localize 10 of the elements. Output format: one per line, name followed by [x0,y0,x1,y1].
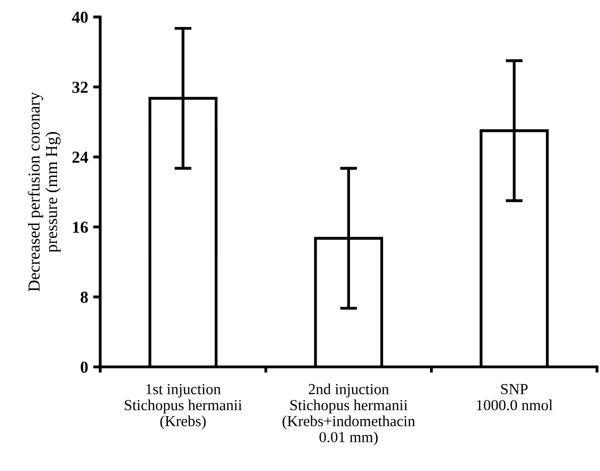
x-tick-label: SNP 1000.0 nmol [476,384,553,410]
y-tick-label: 8 [80,292,88,303]
y-tick-label: 40 [72,12,88,23]
y-tick-label: 24 [72,152,88,163]
x-tick-label: 2nd injuction Stichopus hermanii (Krebs+indomethacin 0.01 mm) [282,384,416,446]
x-tick-label: 1st injuction Stichopus hermanii (Krebs) [124,384,242,430]
y-tick-label: 16 [73,222,88,233]
y-tick-label: 32 [72,82,88,93]
y-tick-label: 0 [80,362,88,373]
y-axis-title: Decreased perfusion coronary pressure (mm Hg) [28,92,61,292]
